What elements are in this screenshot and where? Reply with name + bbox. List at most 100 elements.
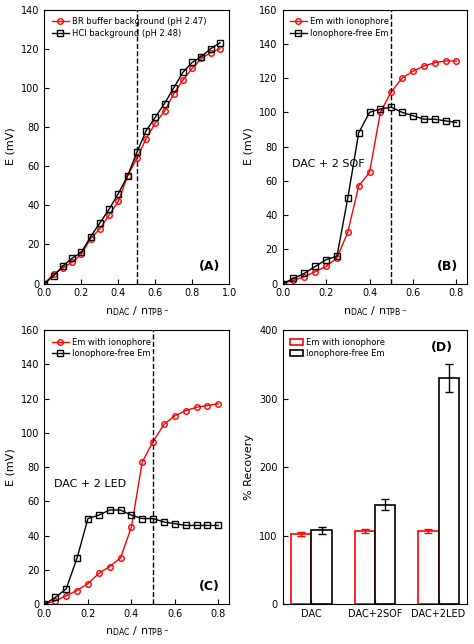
Ionophore-free Em (323, 256, 329, 263)
Ionophore-free Em (454, 118, 459, 126)
Legend: Em with ionophore, Ionophore-free Em: Em with ionophore, Ionophore-free Em (49, 334, 155, 361)
BR buffer background (pH 2.47) (217, 45, 223, 53)
Em with ionophore (323, 263, 329, 270)
BR buffer background (pH 2.47) (116, 198, 121, 205)
BR buffer background (pH 2.47) (42, 279, 47, 287)
Ionophore-free Em (194, 522, 200, 529)
X-axis label: n$_\mathrm{DAC}$ / n$_\mathrm{TPB^-}$: n$_\mathrm{DAC}$ / n$_\mathrm{TPB^-}$ (343, 304, 407, 318)
Em with ionophore (399, 74, 405, 82)
HCl background (pH 2.48) (79, 249, 84, 256)
BR buffer background (pH 2.47) (60, 264, 66, 272)
Ionophore-free Em (345, 194, 351, 202)
BR buffer background (pH 2.47) (180, 76, 186, 84)
Em with ionophore (280, 279, 285, 287)
Em with ionophore (432, 59, 438, 66)
Ionophore-free Em (388, 103, 394, 111)
Em with ionophore (172, 412, 178, 420)
Legend: Em with ionophore, Ionophore-free Em: Em with ionophore, Ionophore-free Em (287, 14, 392, 41)
Ionophore-free Em (432, 115, 438, 123)
HCl background (pH 2.48) (125, 172, 130, 180)
BR buffer background (pH 2.47) (79, 251, 84, 258)
Ionophore-free Em (334, 252, 340, 260)
Em with ionophore (367, 169, 373, 176)
Ionophore-free Em (161, 518, 167, 526)
X-axis label: n$_\mathrm{DAC}$ / n$_\mathrm{TPB^-}$: n$_\mathrm{DAC}$ / n$_\mathrm{TPB^-}$ (105, 625, 169, 638)
HCl background (pH 2.48) (208, 45, 213, 53)
Em with ionophore (53, 597, 58, 605)
Em with ionophore (378, 108, 383, 116)
Em with ionophore (128, 524, 134, 531)
BR buffer background (pH 2.47) (134, 155, 140, 162)
HCl background (pH 2.48) (51, 272, 56, 279)
Em with ionophore (150, 438, 156, 446)
Em with ionophore (345, 229, 351, 236)
Em with ionophore (454, 57, 459, 65)
Ionophore-free Em (118, 506, 123, 514)
Ionophore-free Em (216, 522, 221, 529)
Y-axis label: % Recovery: % Recovery (244, 434, 254, 500)
Ionophore-free Em (53, 594, 58, 601)
Text: (A): (A) (199, 260, 220, 272)
HCl background (pH 2.48) (180, 68, 186, 76)
HCl background (pH 2.48) (88, 232, 93, 240)
HCl background (pH 2.48) (106, 205, 112, 213)
Ionophore-free Em (399, 108, 405, 116)
BR buffer background (pH 2.47) (69, 258, 75, 266)
Ionophore-free Em (280, 279, 285, 287)
Em with ionophore (118, 554, 123, 562)
Ionophore-free Em (291, 274, 296, 282)
Line: BR buffer background (pH 2.47): BR buffer background (pH 2.47) (42, 46, 223, 287)
HCl background (pH 2.48) (199, 53, 204, 61)
Ionophore-free Em (139, 515, 145, 522)
Ionophore-free Em (96, 511, 101, 519)
Line: Ionophore-free Em: Ionophore-free Em (280, 104, 459, 287)
Em with ionophore (291, 276, 296, 284)
Bar (355, 531, 375, 604)
Em with ionophore (443, 57, 448, 65)
Bar (375, 505, 395, 604)
Em with ionophore (96, 569, 101, 577)
HCl background (pH 2.48) (190, 59, 195, 66)
Em with ionophore (64, 592, 69, 600)
Bar (438, 378, 459, 604)
HCl background (pH 2.48) (97, 219, 103, 227)
Ionophore-free Em (301, 269, 307, 277)
BR buffer background (pH 2.47) (143, 135, 149, 142)
Em with ionophore (301, 273, 307, 281)
Em with ionophore (183, 407, 189, 415)
Em with ionophore (42, 600, 47, 608)
HCl background (pH 2.48) (42, 279, 47, 287)
Bar (418, 531, 438, 604)
HCl background (pH 2.48) (162, 100, 167, 108)
Bar (291, 535, 311, 604)
Ionophore-free Em (367, 108, 373, 116)
Em with ionophore (388, 88, 394, 96)
Text: DAC + 2 LED: DAC + 2 LED (54, 479, 126, 489)
Em with ionophore (312, 268, 318, 276)
HCl background (pH 2.48) (60, 262, 66, 270)
Em with ionophore (410, 68, 416, 75)
Y-axis label: E (mV): E (mV) (244, 128, 254, 166)
Legend: Em with ionophore, Ionophore-free Em: Em with ionophore, Ionophore-free Em (287, 334, 388, 361)
Text: (D): (D) (430, 341, 453, 354)
Text: (C): (C) (199, 580, 220, 593)
Ionophore-free Em (378, 105, 383, 113)
Ionophore-free Em (172, 520, 178, 527)
HCl background (pH 2.48) (116, 190, 121, 198)
Line: Em with ionophore: Em with ionophore (42, 401, 221, 607)
Ionophore-free Em (443, 117, 448, 125)
Ionophore-free Em (64, 585, 69, 592)
Y-axis label: E (mV): E (mV) (6, 448, 16, 486)
Legend: BR buffer background (pH 2.47), HCl background (pH 2.48): BR buffer background (pH 2.47), HCl back… (49, 14, 210, 41)
BR buffer background (pH 2.47) (97, 225, 103, 232)
Em with ionophore (139, 458, 145, 466)
Ionophore-free Em (421, 115, 427, 123)
HCl background (pH 2.48) (217, 39, 223, 47)
Ionophore-free Em (85, 515, 91, 522)
BR buffer background (pH 2.47) (106, 211, 112, 219)
Em with ionophore (85, 580, 91, 587)
HCl background (pH 2.48) (134, 149, 140, 156)
HCl background (pH 2.48) (143, 127, 149, 135)
Em with ionophore (74, 587, 80, 594)
Em with ionophore (421, 62, 427, 70)
